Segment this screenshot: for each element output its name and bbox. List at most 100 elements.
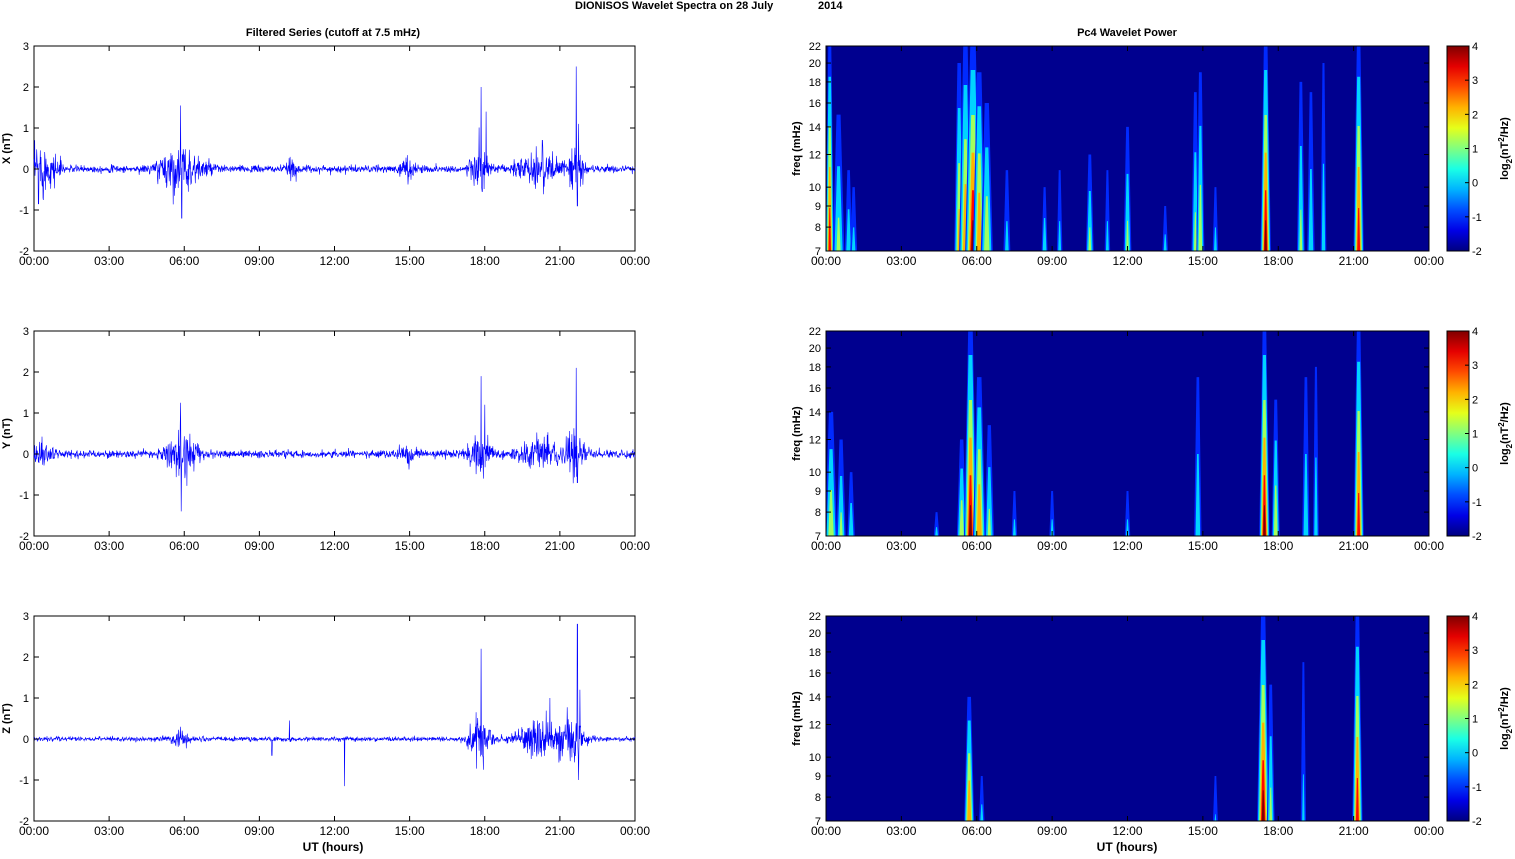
panel-power-1-colorbar-label-part-4: /Hz) (1499, 117, 1511, 138)
panel-power-3-xtick-label-6: 18:00 (1263, 824, 1293, 838)
panel-power-3-streak-4-level-0 (1300, 662, 1306, 821)
panel-power-1-colorbar-tick-label-6: -2 (1472, 246, 1482, 258)
panel-power-2-xtick-label-4: 12:00 (1112, 539, 1142, 553)
panel-power-1-streak-11-level-1 (1058, 221, 1062, 251)
panel-series-3-ytick-label-4: -1 (19, 775, 29, 787)
panel-series-3-trace (33, 623, 636, 787)
panel-power-2-ytick-label-0: 22 (809, 326, 821, 338)
panel-series-2-ytick-label-2: 1 (23, 408, 29, 420)
panel-power-1-xtick-label-5: 15:00 (1188, 254, 1218, 268)
panel-power-1-colorbar-label-part-0: log (1499, 163, 1511, 180)
panel-power-2-streak-3-level-0 (933, 512, 940, 536)
panel-power-2-streak-6-level-3 (976, 484, 982, 536)
panel-series-1-ytick-label-2: 1 (23, 123, 29, 135)
panel-power-2-xtick-label-8: 00:00 (1414, 539, 1444, 553)
panel-power-1-colorbar-tick-label-1: 3 (1472, 75, 1478, 87)
panel-power-2-streak-8-level-0 (1011, 491, 1018, 536)
panel-power-1-streak-18-level-2 (1299, 209, 1303, 251)
panel-power-3-streak-0-level-3 (967, 780, 972, 821)
panel-power-1-streak-14-level-1 (1124, 173, 1131, 251)
panel-power-1-streak-22-level-1 (1163, 234, 1167, 251)
panel-series-1-ytick-label-1: 2 (23, 82, 29, 94)
right-xlabel: UT (hours) (1097, 840, 1158, 854)
panel-power-1-xtick-label-1: 03:00 (886, 254, 916, 268)
panel-series-3-xtick-label-7: 21:00 (545, 824, 575, 838)
panel-power-3-ytick-label-1: 20 (809, 628, 821, 640)
panel-power-3-colorbar-tick-label-3: 1 (1472, 714, 1478, 726)
panel-power-1-ytick-label-9: 7 (815, 246, 821, 258)
panel-series-3-xtick-label-0: 00:00 (19, 824, 49, 838)
panel-series-2-ytick-label-0: 3 (23, 326, 29, 338)
panel-power-3-colorbar-tick-label-6: -2 (1472, 816, 1482, 828)
panel-power-2-streak-13-level-1 (1314, 457, 1318, 536)
panel-power-1-xtick-label-8: 00:00 (1414, 254, 1444, 268)
panel-power-1-xtick-label-4: 12:00 (1112, 254, 1142, 268)
panel-power-2-ytick-label-7: 9 (815, 486, 821, 498)
panel-power-1-ytick-label-7: 9 (815, 201, 821, 213)
panel-power-1-xtick-label-2: 06:00 (962, 254, 992, 268)
panel-power-3-xtick-label-0: 00:00 (811, 824, 841, 838)
panel-series-1-xtick-label-3: 09:00 (244, 254, 274, 268)
panel-power-2-xtick-label-5: 15:00 (1188, 539, 1218, 553)
panel-power-3-xtick-label-4: 12:00 (1112, 824, 1142, 838)
panel-power-2-streak-8-level-1 (1012, 519, 1016, 536)
panel-series-3-frame (33, 615, 636, 822)
panel-series-3-ylabel: Z (nT) (1, 703, 13, 734)
panel-power-3-streak-6-level-1 (1214, 814, 1217, 821)
panel-power-2-xtick-label-0: 00:00 (811, 539, 841, 553)
panel-power-2-ytick-label-9: 7 (815, 531, 821, 543)
panel-power-1-streak-9-level-1 (1005, 221, 1009, 251)
panel-power-2-ytick-label-4: 14 (809, 407, 821, 419)
panel-power-2-colorbar-tick-label-0: 4 (1472, 326, 1478, 338)
panel-series-3-xtick-label-4: 12:00 (319, 824, 349, 838)
panel-power-1-ytick-label-6: 10 (809, 182, 821, 194)
panel-power-2-streak-4-level-2 (959, 500, 964, 536)
panel-power-2-colorbar-label-part-4: /Hz) (1499, 402, 1511, 423)
panel-series-2-ytick-label-1: 2 (23, 367, 29, 379)
panel-power-1-ytick-label-8: 8 (815, 222, 821, 234)
panel-series-2-xtick-label-4: 12:00 (319, 539, 349, 553)
panel-series-2-ytick-label-4: -1 (19, 490, 29, 502)
panel-power-1-ytick-label-4: 14 (809, 122, 821, 134)
panel-series-1-ytick-label-5: -2 (19, 246, 29, 258)
panel-power-3-colorbar-label: log2(nT2/Hz) (1497, 687, 1514, 750)
panel-power-3-colorbar-label-part-0: log (1499, 733, 1511, 750)
panel-power-3-ytick-label-3: 16 (809, 668, 821, 680)
panel-power-2-ytick-label-2: 18 (809, 362, 821, 374)
panel-series-1-xtick-label-0: 00:00 (19, 254, 49, 268)
panel-power-2-colorbar-label-part-3: 2 (1497, 422, 1506, 427)
panel-series-1-frame (33, 45, 636, 252)
panel-power-1-ytick-label-0: 22 (809, 41, 821, 53)
panel-power-1-streak-3-level-1 (851, 227, 856, 251)
panel-power-2-colorbar-tick-label-2: 2 (1472, 394, 1478, 406)
panel-power-2-streaks (826, 331, 1364, 536)
panel-power-1-ytick-label-2: 18 (809, 77, 821, 89)
panel-power-1-streak-19-level-1 (1308, 168, 1314, 251)
panel-power-1-streak-12-level-1 (1087, 191, 1093, 251)
panel-power-1-colorbar-tick-label-5: -1 (1472, 212, 1482, 224)
panel-power-2-streak-0-level-2 (828, 490, 834, 536)
panel-series-3-xtick-label-5: 15:00 (395, 824, 425, 838)
panel-power-2-xtick-label-2: 06:00 (962, 539, 992, 553)
panel-power-2-streak-10-level-5 (1263, 505, 1266, 536)
panel-power-1-xtick-label-6: 18:00 (1263, 254, 1293, 268)
panel-power-3-streak-3-level-1 (1267, 736, 1274, 821)
panel-power-3-xtick-label-5: 15:00 (1188, 824, 1218, 838)
panel-series-1-xtick-label-8: 00:00 (620, 254, 650, 268)
panel-series-2-xtick-label-3: 09:00 (244, 539, 274, 553)
panel-power-1-streak-21-level-4 (1357, 207, 1361, 251)
panel-power-2-colorbar-tick-label-4: 0 (1472, 463, 1478, 475)
panel-series-1-xtick-label-5: 15:00 (395, 254, 425, 268)
panel-series-1-trace (33, 66, 636, 219)
panel-series-3-ytick-label-5: -2 (19, 816, 29, 828)
panel-series-3-ytick-label-3: 0 (23, 734, 29, 746)
panel-power-2-colorbar-tick-label-1: 3 (1472, 360, 1478, 372)
panel-power-3-colorbar-tick-label-4: 0 (1472, 748, 1478, 760)
panel-power-3-background (826, 616, 1429, 821)
figure-title: DIONISOS Wavelet Spectra on 28 July (575, 0, 774, 12)
panel-power-3-ytick-label-6: 10 (809, 752, 821, 764)
panel-power-3-streak-5-level-4 (1355, 777, 1359, 821)
panel-power-2-streak-11-level-2 (1273, 485, 1278, 536)
panel-power-1-ytick-label-1: 20 (809, 58, 821, 70)
